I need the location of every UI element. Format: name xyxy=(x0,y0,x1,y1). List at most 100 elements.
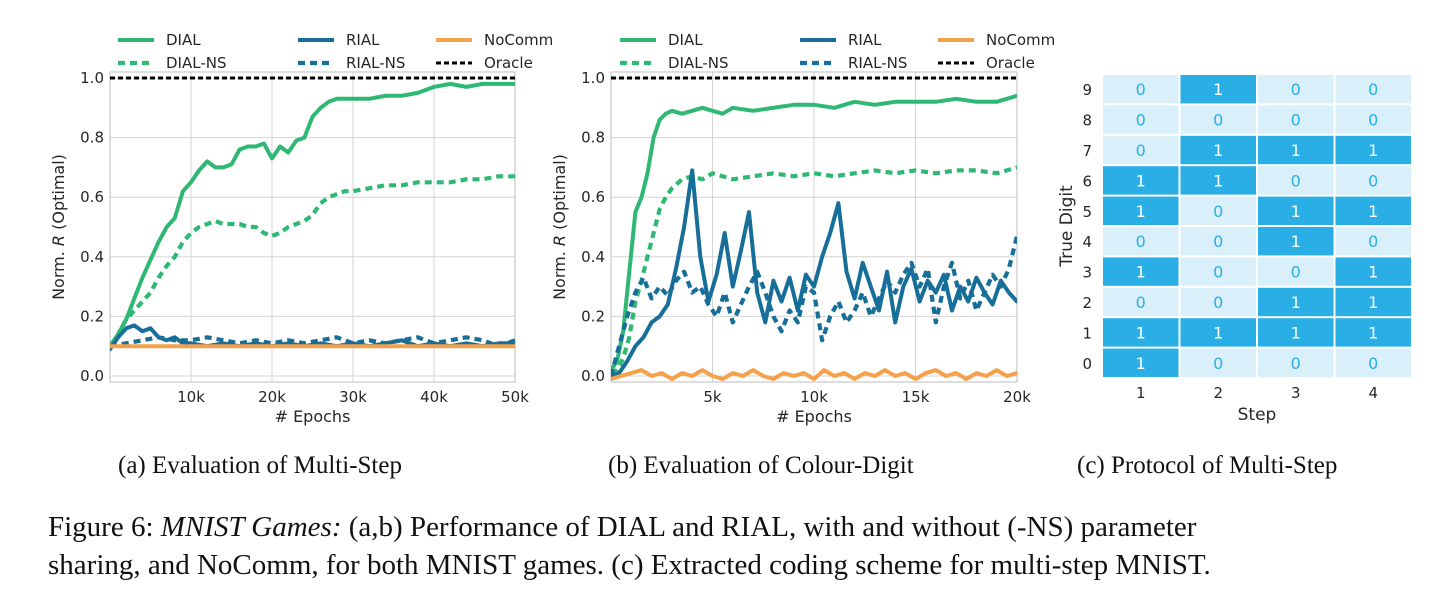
cell-value: 1 xyxy=(1136,171,1146,190)
y-tick-label: 5 xyxy=(1082,203,1092,221)
y-tick-label: 9 xyxy=(1082,81,1092,99)
y-tick-label: 0 xyxy=(1082,355,1092,373)
legend-label: Oracle xyxy=(484,54,533,72)
heatmap-cell xyxy=(1103,105,1179,134)
caption-c: (c) Protocol of Multi-Step xyxy=(1077,452,1338,479)
y-tick-label: 0.2 xyxy=(80,307,104,325)
y-tick-label: 1 xyxy=(1082,324,1092,342)
cell-value: 0 xyxy=(1136,141,1146,160)
legend-label: RIAL xyxy=(848,31,882,49)
legend-label: RIAL-NS xyxy=(346,54,405,72)
heatmap-cell xyxy=(1103,135,1179,165)
cell-value: 0 xyxy=(1136,111,1146,130)
cell-value: 1 xyxy=(1291,323,1301,342)
figure-caption: Figure 6: MNIST Games: (a,b) Performance… xyxy=(48,508,1418,584)
heatmap-cell xyxy=(1103,318,1179,347)
cell-value: 1 xyxy=(1136,263,1146,282)
y-tick-label: 8 xyxy=(1082,112,1092,130)
legend: DIAL RIAL NoComm DIAL-NS RIAL-NS Oracle xyxy=(118,31,553,72)
y-tick-label: 1.0 xyxy=(80,69,104,87)
y-tick-label: 0.8 xyxy=(581,129,605,147)
series-group xyxy=(110,76,515,352)
cell-value: 1 xyxy=(1368,263,1378,282)
x-tick-label: 10k xyxy=(800,388,828,406)
figure-canvas: 10k 20k 30k 40k 50k 0.0 0.2 0.4 0.6 0.8 1.0 # Epoch… xyxy=(49,31,1411,426)
heatmap-cell xyxy=(1103,257,1179,286)
heatmap-cell xyxy=(1258,318,1334,347)
y-tick-label: 0.8 xyxy=(80,129,104,147)
heatmap-cell xyxy=(1180,257,1256,286)
cell-value: 0 xyxy=(1136,232,1146,251)
caption-a: (a) Evaluation of Multi-Step xyxy=(118,452,402,479)
series-nocomm xyxy=(611,368,1017,381)
series-group xyxy=(611,76,1017,381)
cell-value: 0 xyxy=(1368,232,1378,251)
cell-value: 1 xyxy=(1213,141,1223,160)
chart-b: 5k 10k 15k 20k 0.0 0.2 0.4 0.6 0.8 1.0 # Epochs Nor… xyxy=(550,31,1055,426)
cell-value: 0 xyxy=(1136,80,1146,99)
heatmap-cell xyxy=(1335,318,1411,347)
legend-label: DIAL xyxy=(668,31,703,49)
cell-value: 1 xyxy=(1213,323,1223,342)
x-tick-label: 3 xyxy=(1291,384,1301,402)
series-rial-ns xyxy=(110,335,515,349)
y-tick-label: 4 xyxy=(1082,233,1092,251)
y-tick-label: 0.0 xyxy=(581,367,605,385)
cell-value: 1 xyxy=(1368,141,1378,160)
heatmap-cell xyxy=(1180,135,1256,165)
heatmap-cell xyxy=(1335,257,1411,286)
heatmap-cell xyxy=(1335,135,1411,165)
cell-value: 1 xyxy=(1291,141,1301,160)
legend-label: DIAL-NS xyxy=(668,54,728,72)
cell-value: 0 xyxy=(1213,263,1223,282)
series-dial xyxy=(611,93,1017,373)
x-axis-label: Step xyxy=(1238,405,1277,425)
x-tick-label: 4 xyxy=(1368,384,1378,402)
cell-value: 0 xyxy=(1291,80,1301,99)
cell-value: 0 xyxy=(1213,354,1223,373)
heatmap-cell xyxy=(1180,196,1256,225)
x-tick-label: 30k xyxy=(339,388,367,406)
heatmap-cell xyxy=(1180,105,1256,134)
heatmap-cell xyxy=(1335,348,1411,377)
cell-value: 1 xyxy=(1368,293,1378,312)
heatmap-cell xyxy=(1180,318,1256,347)
heatmap-cell xyxy=(1180,348,1256,377)
heatmap-cell xyxy=(1335,196,1411,225)
legend-label: DIAL-NS xyxy=(166,54,226,72)
y-tick-label: 0.6 xyxy=(581,188,605,206)
cell-value: 1 xyxy=(1213,171,1223,190)
cell-value: 0 xyxy=(1136,293,1146,312)
heatmap-cell xyxy=(1103,287,1179,317)
y-tick-label: 0.2 xyxy=(581,307,605,325)
figure-caption-line1: Figure 6: MNIST Games: (a,b) Performance… xyxy=(48,508,1418,546)
cell-value: 1 xyxy=(1368,202,1378,221)
series-dial-ns xyxy=(110,174,515,348)
heatmap-cell xyxy=(1258,75,1334,104)
cell-value: 1 xyxy=(1213,80,1223,99)
cell-value: 1 xyxy=(1291,202,1301,221)
y-tick-label: 0.6 xyxy=(80,188,104,206)
cell-value: 1 xyxy=(1291,232,1301,251)
heatmap-cell xyxy=(1258,135,1334,165)
cell-value: 0 xyxy=(1291,111,1301,130)
x-tick-label: 20k xyxy=(258,388,286,406)
heatmap-cell xyxy=(1258,287,1334,317)
x-tick-label: 5k xyxy=(703,388,722,406)
heatmap-cell xyxy=(1103,227,1179,256)
series-rial xyxy=(611,168,1017,378)
heatmap-cell xyxy=(1258,166,1334,195)
chart-a: 10k 20k 30k 40k 50k 0.0 0.2 0.4 0.6 0.8 1.0 # Epoch… xyxy=(49,31,553,426)
cell-value: 0 xyxy=(1291,354,1301,373)
y-tick-label: 0.4 xyxy=(581,248,605,266)
y-tick-label: 0.4 xyxy=(80,248,104,266)
caption-b: (b) Evaluation of Colour-Digit xyxy=(608,452,914,479)
legend-label: Oracle xyxy=(986,54,1035,72)
cell-value: 0 xyxy=(1368,354,1378,373)
heatmap-cell xyxy=(1180,166,1256,195)
cell-value: 0 xyxy=(1213,232,1223,251)
heatmap-cell xyxy=(1335,75,1411,104)
heatmap-cell xyxy=(1180,287,1256,317)
x-tick-label: 40k xyxy=(420,388,448,406)
